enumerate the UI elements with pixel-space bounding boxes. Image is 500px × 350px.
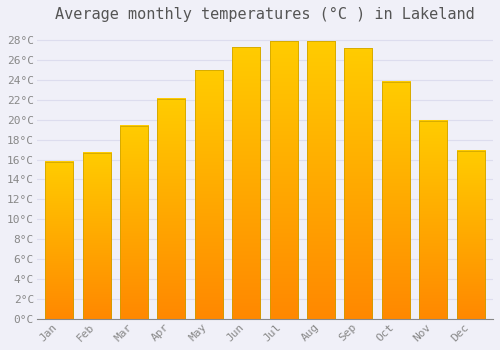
Bar [419, 121, 447, 319]
Bar [158, 99, 186, 319]
Bar [120, 126, 148, 319]
Bar [45, 162, 73, 319]
Bar [307, 41, 335, 319]
Bar [82, 153, 110, 319]
Bar [232, 47, 260, 319]
Bar [195, 70, 223, 319]
Bar [270, 41, 297, 319]
Bar [456, 150, 484, 319]
Title: Average monthly temperatures (°C ) in Lakeland: Average monthly temperatures (°C ) in La… [55, 7, 475, 22]
Bar [344, 48, 372, 319]
Bar [382, 82, 410, 319]
